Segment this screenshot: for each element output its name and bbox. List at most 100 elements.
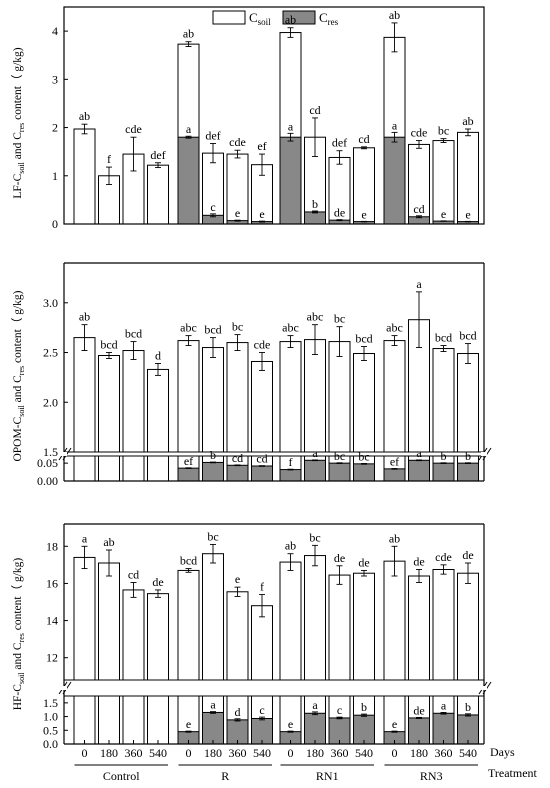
lf-cres-sig-label: b (312, 197, 318, 211)
panel-opom-ylabel: OPOM-Csoil and Cres content（ g/kg) (11, 290, 26, 461)
opom-cres-bar (202, 461, 224, 482)
lf-csoil-sig-label: def (332, 136, 347, 150)
hf-csoil-bar-upper (147, 593, 169, 681)
legend-cres-swatch (282, 10, 316, 25)
opom-csoil-bar-upper (251, 360, 273, 453)
lf-ytick-label: 0 (52, 217, 58, 231)
opom-cres-sig-label: a (312, 446, 318, 460)
opom-cres-sig-label: cd (256, 452, 267, 466)
hf-csoil-bar-lower (147, 695, 169, 745)
hf-cres-sig-label: a (210, 698, 216, 712)
hf-csoil-sig-label: a (82, 531, 88, 545)
opom-cres-bar (432, 462, 455, 482)
opom-cres-bar (408, 459, 430, 482)
x-tick-label-day: 0 (392, 746, 398, 760)
x-axis-name-days: Days (490, 745, 515, 759)
hf-cres-bar (304, 712, 326, 745)
hf-csoil-sig-label: de (462, 548, 473, 562)
opom-csoil-sig-label: abc (307, 310, 324, 324)
lf-ytick-label: 2 (52, 121, 58, 135)
hf-ytick-label-lower: 0.0 (43, 737, 58, 751)
opom-cres-sig-label: a (416, 446, 422, 460)
opom-csoil-bar-upper (177, 340, 200, 453)
hf-ytick-label-upper: 18 (46, 539, 58, 553)
opom-cres-sig-label: cd (232, 451, 243, 465)
hf-ytick-label-lower: 1.5 (43, 696, 58, 710)
hf-csoil-sig-label: ab (389, 531, 400, 545)
hf-cres-sig-label: de (413, 703, 424, 717)
lf-cres-sig-label: cd (413, 202, 424, 216)
hf-csoil-bar-upper (383, 560, 406, 681)
lf-csoil-sig-label: f (107, 152, 111, 166)
opom-csoil-bar-upper (122, 350, 145, 453)
opom-csoil-bar-upper (432, 348, 455, 453)
lf-plot-frame (63, 6, 485, 225)
lf-csoil-sig-label: bc (438, 124, 449, 138)
lf-csoil-sig-label: def (150, 148, 165, 162)
opom-csoil-sig-label: d (155, 348, 161, 362)
x-tick-label-day: 360 (435, 746, 453, 760)
lf-ytick-label: 4 (52, 24, 58, 38)
hf-csoil-sig-label: ab (285, 539, 296, 553)
hf-csoil-sig-label: de (152, 575, 163, 589)
hf-csoil-sig-label: bc (207, 529, 218, 543)
opom-cres-bar (353, 463, 375, 482)
lf-cres-bar (383, 136, 406, 225)
hf-ytick-label-upper: 14 (46, 614, 58, 628)
opom-csoil-sig-label: bcd (204, 323, 221, 337)
opom-cres-bar (279, 469, 302, 482)
hf-cres-sig-label: b (361, 700, 367, 714)
panel-lf-ylabel: LF-Csoil and Cres content（ g/kg) (11, 47, 26, 198)
opom-csoil-bar-upper (383, 340, 406, 453)
hf-csoil-bar-upper (353, 572, 375, 681)
opom-csoil-bar-lower (73, 455, 96, 482)
hf-csoil-sig-label: de (334, 551, 345, 565)
opom-cres-sig-label: f (289, 455, 293, 469)
lf-cres-bar (177, 136, 200, 225)
opom-axis-break-right-gap (481, 452, 487, 456)
opom-csoil-bar-upper (98, 355, 120, 453)
opom-csoil-bar-upper (328, 341, 351, 453)
lf-csoil-sig-label: ab (462, 114, 473, 128)
opom-csoil-bar-upper (353, 353, 375, 453)
hf-csoil-bar-upper (328, 574, 351, 681)
lf-csoil-sig-label: cde (229, 135, 246, 149)
hf-csoil-sig-label: bcd (180, 554, 197, 568)
hf-csoil-bar-upper (304, 555, 326, 681)
x-tick-label-day: 180 (410, 746, 428, 760)
panel-hf-ylabel: HF-Csoil and Cres content（ g/kg) (11, 558, 26, 711)
hf-cres-sig-label: c (337, 703, 342, 717)
opom-ytick-label-upper: 3.0 (43, 296, 58, 310)
hf-csoil-bar-upper (177, 569, 200, 681)
lf-csoil-sig-label: ab (389, 8, 400, 22)
legend: Csoil Cres (212, 10, 339, 27)
lf-cres-bar (304, 211, 326, 225)
opom-csoil-bar-lower (122, 455, 145, 482)
hf-csoil-bar-upper (279, 561, 302, 681)
hf-cres-bar (457, 714, 479, 745)
opom-ytick-label-lower: 0.05 (37, 456, 58, 470)
opom-cres-bar (251, 465, 273, 482)
lf-csoil-sig-label: ab (183, 27, 194, 41)
lf-csoil-sig-label: cde (125, 122, 142, 136)
treatment-label: RN1 (316, 769, 339, 783)
opom-cres-bar (226, 464, 249, 482)
lf-cres-sig-label: e (259, 207, 264, 221)
hf-cres-bar (202, 711, 224, 745)
hf-cres-sig-label: a (441, 698, 447, 712)
x-tick-label-day: 180 (100, 746, 118, 760)
x-tick-label-day: 360 (229, 746, 247, 760)
x-tick-label-day: 540 (355, 746, 373, 760)
hf-ytick-label-upper: 16 (46, 576, 58, 590)
opom-csoil-bar-upper (226, 342, 249, 453)
opom-csoil-sig-label: bcd (355, 332, 372, 346)
opom-csoil-bar-upper (279, 341, 302, 453)
opom-csoil-bar-upper (202, 347, 224, 453)
opom-ytick-label-lower: 0.00 (37, 474, 58, 488)
hf-csoil-bar-upper (226, 591, 249, 681)
x-axis-name-treatment: Treatment (488, 766, 538, 780)
hf-csoil-sig-label: cd (128, 568, 139, 582)
hf-csoil-bar-lower (73, 695, 96, 745)
